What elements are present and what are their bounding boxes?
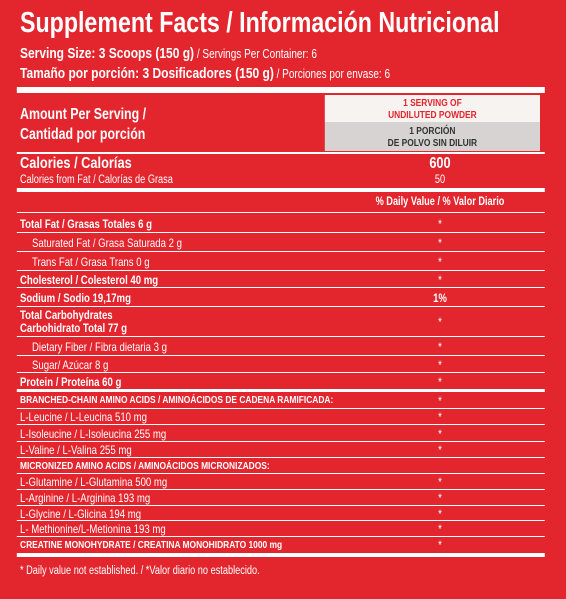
daily-value: *	[438, 443, 442, 457]
serving-box-text: UNDILUTED POWDER	[388, 109, 477, 121]
calories-fat-value: 50	[434, 174, 446, 186]
nutrient-label: Total Fat / Grasas Totales 6 g	[20, 216, 152, 231]
serving-box-text: DE POLVO SIN DILUIR	[387, 137, 478, 149]
rule	[16, 355, 545, 356]
nutrient-label: MICRONIZED AMINO ACIDS / AMINOÁCIDOS MIC…	[20, 459, 270, 472]
rule	[16, 505, 545, 506]
footnote: * Daily value not established. / *Valor …	[20, 565, 260, 577]
calories-value: 600	[429, 155, 451, 172]
daily-value: *	[438, 506, 442, 521]
serving-line: Serving Size: 3 Scoops (150 g) / Serving…	[20, 46, 317, 61]
servings-per-container-es: / Porciones por envase: 6	[273, 67, 391, 81]
rule	[16, 336, 545, 337]
calories-fat-label: Calories from Fat / Calorías de Grasa	[20, 174, 173, 186]
nutrient-label: L- Methionine/L-Metionina 193 mg	[20, 522, 166, 536]
rule	[16, 553, 545, 557]
daily-value: *	[438, 522, 442, 536]
nutrient-label: L-Leucine / L-Leucina 510 mg	[20, 410, 148, 424]
daily-value: *	[438, 216, 442, 231]
daily-value: *	[438, 272, 442, 287]
amount-heading: Amount Per Serving /	[20, 106, 147, 123]
servings-per-container: / Servings Per Container: 6	[194, 47, 317, 61]
daily-value: *	[438, 339, 442, 354]
nutrient-label: L-Glutamine / L-Glutamina 500 mg	[20, 475, 168, 489]
rule	[16, 489, 545, 490]
nutrient-label: L-Isoleucine / L-Isoleucina 255 mg	[20, 426, 167, 441]
rule	[16, 424, 545, 425]
daily-value: *	[438, 491, 442, 505]
nutrient-label: CREATINE MONOHYDRATE / CREATINA MONOHIDR…	[20, 538, 283, 551]
nutrient-label: L-Valine / L-Valina 255 mg	[20, 443, 132, 457]
rule	[16, 188, 545, 192]
daily-value: *	[438, 393, 442, 408]
nutrient-label: Cholesterol / Colesterol 40 mg	[20, 272, 159, 287]
daily-value: *	[438, 235, 442, 250]
rule	[16, 408, 545, 409]
daily-value: *	[438, 315, 442, 329]
calories-label: Calories / Calorías	[20, 155, 132, 172]
rule	[16, 270, 545, 271]
nutrient-label: Saturated Fat / Grasa Saturada 2 g	[32, 235, 182, 250]
serving-box-text: 1 SERVING OF	[403, 97, 462, 109]
rule	[16, 212, 545, 213]
serving-size: Serving Size: 3 Scoops (150 g)	[20, 45, 195, 62]
rule	[16, 457, 545, 458]
nutrient-label: Sugar/ Azúcar 8 g	[32, 357, 109, 372]
nutrient-label: Trans Fat / Grasa Trans 0 g	[32, 254, 150, 269]
rule	[16, 251, 545, 252]
nutrient-label: Total Carbohydrates	[20, 308, 113, 322]
nutrient-label: Protein / Proteína 60 g	[20, 374, 122, 389]
nutrient-label: BRANCHED-CHAIN AMINO ACIDS / AMINOÁCIDOS…	[20, 394, 334, 407]
serving-box	[324, 95, 540, 122]
rule	[16, 372, 545, 373]
serving-line: Tamaño por porción: 3 Dosificadores (150…	[20, 66, 390, 81]
daily-value: *	[438, 475, 442, 489]
rule	[16, 389, 545, 392]
rule	[16, 441, 545, 442]
serving-size-es: Tamaño por porción: 3 Dosificadores (150…	[20, 65, 274, 82]
nutrient-label: Sodium / Sodio 19,17mg	[20, 290, 131, 305]
nutrient-label: Dietary Fiber / Fibra dietaria 3 g	[32, 339, 167, 354]
daily-value: *	[438, 254, 442, 269]
rule	[16, 287, 545, 288]
title: Supplement Facts / Información Nutricion…	[20, 7, 500, 39]
nutrient-label: L-Arginine / L-Arginina 193 mg	[20, 491, 151, 505]
daily-value: *	[438, 374, 442, 389]
serving-box-text: 1 PORCIÓN	[409, 125, 456, 137]
daily-value: 1%	[433, 290, 447, 305]
amount-heading: Cantidad por porción	[20, 126, 146, 143]
daily-value-heading: % Daily Value / % Valor Diario	[375, 196, 505, 208]
nutrient-label: L-Glycine / L-Glicina 194 mg	[20, 506, 142, 521]
daily-value: *	[438, 538, 442, 552]
rule	[16, 473, 545, 474]
rule	[16, 520, 545, 521]
rule	[16, 232, 545, 233]
nutrient-label: Carbohidrato Total 77 g	[20, 321, 128, 335]
daily-value: *	[438, 410, 442, 424]
rule	[16, 536, 545, 537]
rule	[16, 87, 545, 93]
rule	[16, 152, 545, 154]
daily-value: *	[438, 357, 442, 372]
rule	[16, 306, 545, 307]
serving-box-es	[324, 122, 540, 151]
daily-value: *	[438, 426, 442, 441]
